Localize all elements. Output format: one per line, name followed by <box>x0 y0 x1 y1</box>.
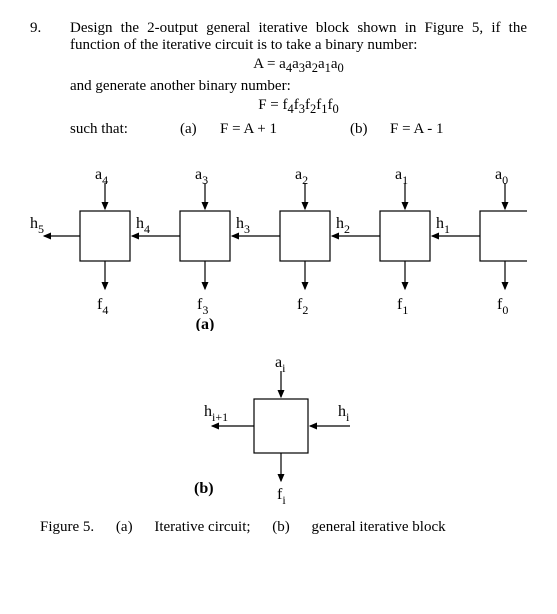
diagram-a-container: a4f4a3f3a2f2a1f1a0f0h4h3h2h1h5?(a) <box>30 156 527 331</box>
part-b-label: (b) <box>350 121 390 138</box>
equation-F: F = f4f3f2f1f0 <box>70 97 527 117</box>
svg-text:h1: h1 <box>436 215 450 236</box>
eq-A-content: A = a4a3a2a1a0 <box>253 56 344 72</box>
caption-fig-label: Figure 5. <box>40 519 94 535</box>
diagram-b-svg: aifihihi+1(b) <box>129 349 429 509</box>
svg-text:a0: a0 <box>495 166 508 187</box>
svg-text:f3: f3 <box>197 296 208 317</box>
svg-text:f2: f2 <box>297 296 308 317</box>
diagram-b-container: aifihihi+1(b) <box>30 349 527 509</box>
caption-a-text: Iterative circuit; <box>154 519 250 535</box>
svg-text:h2: h2 <box>336 215 350 236</box>
caption-b-label: (b) <box>272 519 290 535</box>
svg-text:hi: hi <box>338 403 350 424</box>
equation-A: A = a4a3a2a1a0 <box>70 56 527 76</box>
svg-text:f4: f4 <box>97 296 108 317</box>
svg-text:(b): (b) <box>194 480 214 497</box>
problem-body: Design the 2-output general iterative bl… <box>70 20 527 138</box>
svg-text:h3: h3 <box>236 215 250 236</box>
svg-text:a4: a4 <box>95 166 108 187</box>
svg-text:f0: f0 <box>497 296 508 317</box>
svg-text:(a): (a) <box>196 316 215 331</box>
eq-F-content: F = f4f3f2f1f0 <box>258 97 339 113</box>
problem-number: 9. <box>30 20 70 138</box>
svg-text:a1: a1 <box>395 166 408 187</box>
part-a-equation: F = A + 1 <box>220 121 350 138</box>
diagram-a-svg: a4f4a3f3a2f2a1f1a0f0h4h3h2h1h5?(a) <box>30 156 527 331</box>
part-b-equation: F = A - 1 <box>390 121 443 138</box>
caption-b-text: general iterative block <box>312 519 446 535</box>
such-that-label: such that: <box>70 121 180 138</box>
part-a-label: (a) <box>180 121 220 138</box>
problem-text-2: and generate another binary number: <box>70 78 527 95</box>
parts-row: such that: (a) F = A + 1 (b) F = A - 1 <box>70 121 527 138</box>
figure-caption: Figure 5. (a) Iterative circuit; (b) gen… <box>30 519 527 536</box>
svg-text:a2: a2 <box>295 166 308 187</box>
svg-text:h5: h5 <box>30 215 44 236</box>
svg-text:f1: f1 <box>397 296 408 317</box>
svg-text:fi: fi <box>277 486 286 507</box>
svg-text:hi+1: hi+1 <box>204 403 228 424</box>
problem-text-1: Design the 2-output general iterative bl… <box>70 20 527 54</box>
caption-a-label: (a) <box>116 519 133 535</box>
svg-text:a3: a3 <box>195 166 208 187</box>
svg-text:h4: h4 <box>136 215 150 236</box>
problem-container: 9. Design the 2-output general iterative… <box>30 20 527 138</box>
